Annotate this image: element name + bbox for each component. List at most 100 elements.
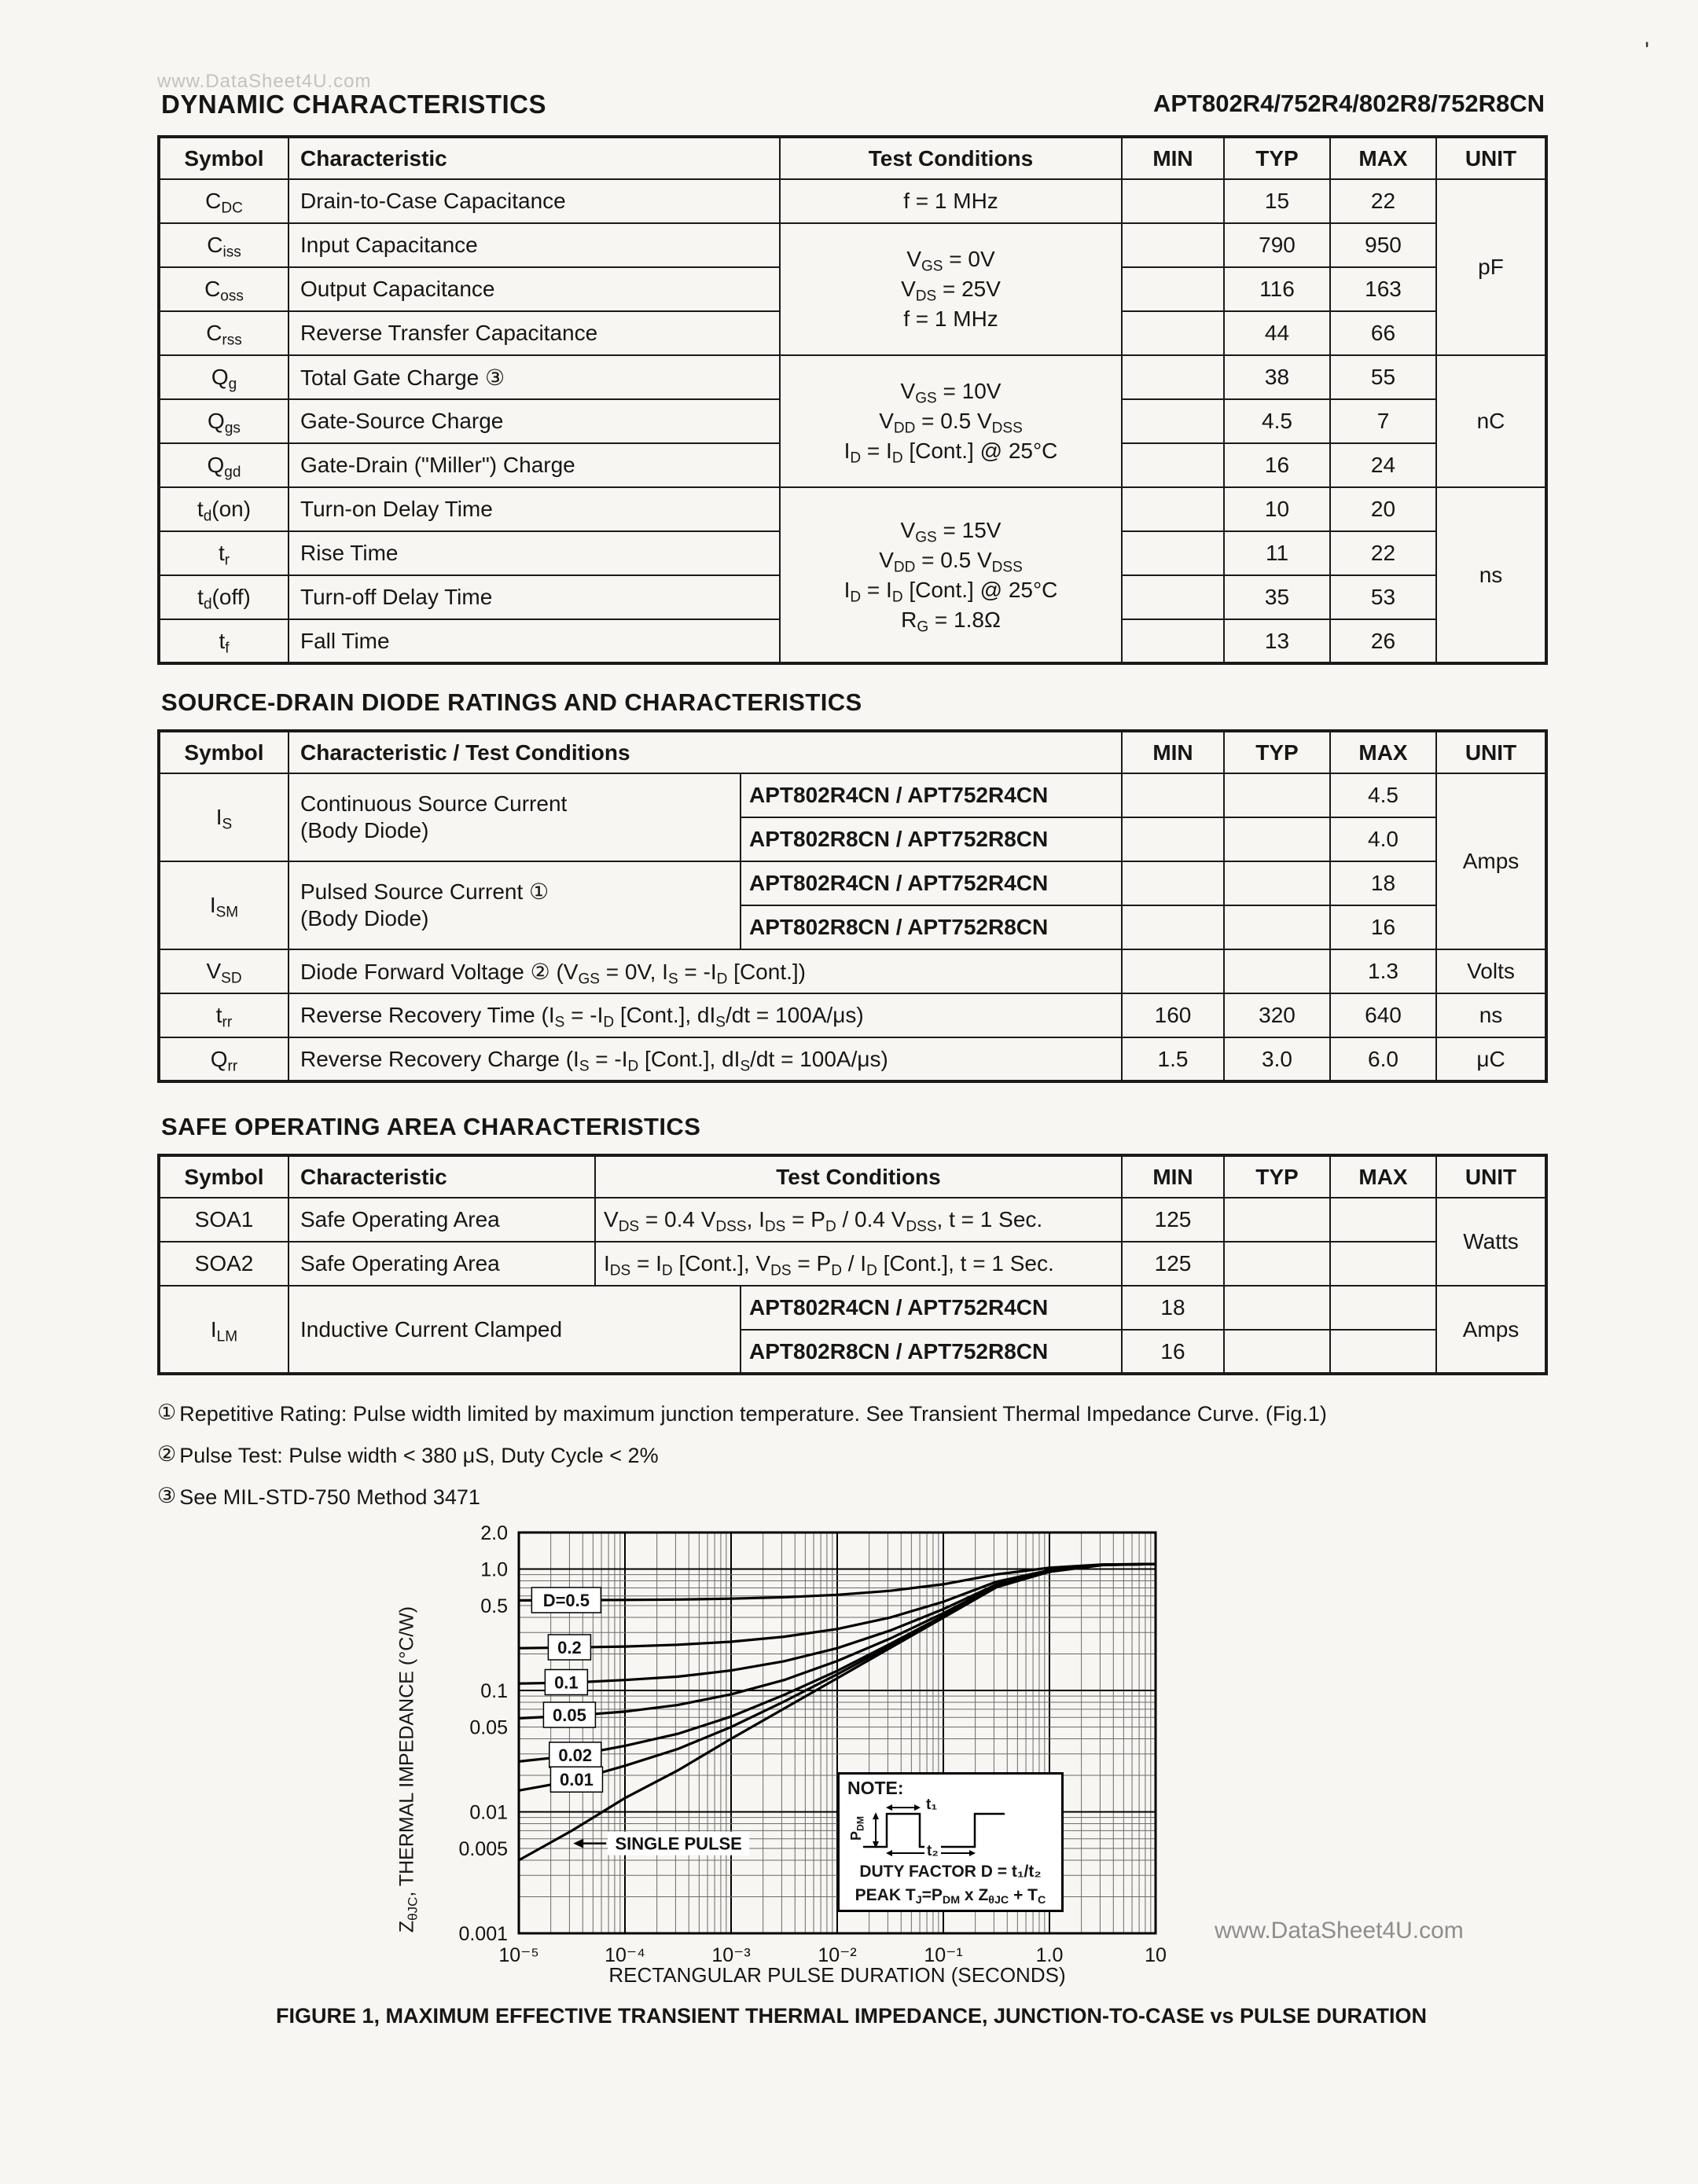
- col-header-max: MAX: [1329, 730, 1437, 774]
- min-cell: [1121, 574, 1225, 620]
- col-header-symbol: Symbol: [158, 1154, 289, 1198]
- curve-label: 0.1: [554, 1672, 579, 1692]
- condition-line: VGS = 15V: [900, 517, 1002, 545]
- unit-cell: Watts: [1435, 1197, 1547, 1287]
- x-tick-label: 1.0: [1036, 1944, 1064, 1966]
- symbol-cell: VSD: [158, 949, 289, 994]
- table-row: VSD Diode Forward Voltage ② (VGS = 0V, I…: [158, 949, 1547, 994]
- characteristic-cell: Reverse Recovery Time (IS = -ID [Cont.],…: [288, 993, 1123, 1038]
- single-pulse-label: SINGLE PULSE: [616, 1834, 742, 1854]
- max-cell: 24: [1329, 442, 1437, 488]
- typ-cell: [1223, 1329, 1331, 1375]
- typ-cell: [1223, 861, 1331, 906]
- pulse-waveform-drawing: [863, 1804, 1005, 1856]
- symbol-cell: td(on): [158, 486, 289, 532]
- footnote: ① Repetitive Rating: Pulse width limited …: [157, 1400, 1327, 1426]
- max-cell: 66: [1329, 310, 1437, 356]
- typ-cell: 4.5: [1223, 398, 1331, 444]
- footnote-text: See MIL-STD-750 Method 3471: [179, 1485, 480, 1509]
- symbol-cell: ISM: [158, 861, 289, 950]
- min-cell: [1121, 817, 1225, 862]
- typ-cell: [1223, 1197, 1331, 1242]
- characteristic-cell: Gate-Drain ("Miller") Charge: [288, 442, 781, 488]
- characteristic-cell: Output Capacitance: [288, 266, 781, 312]
- table-row: Qgs Gate-Source Charge 4.5 7: [158, 398, 1546, 444]
- min-cell: 125: [1121, 1241, 1225, 1287]
- figure-1: 10⁻⁵ 10⁻⁴ 10⁻³ 10⁻² 10⁻¹ 1.0 10 2.0 1.0 0.5 0.1 0.0…: [338, 1505, 1250, 1996]
- min-cell: [1121, 398, 1225, 444]
- max-cell: 4.5: [1329, 773, 1437, 818]
- table-row: APT802R8CN / APT752R8CN 16: [159, 905, 1546, 950]
- table-row: ILM Inductive Current Clamped APT802R4CN…: [158, 1285, 1547, 1375]
- min-cell: 16: [1121, 1329, 1225, 1375]
- typ-cell: 3.0: [1223, 1037, 1331, 1082]
- table-row: Coss Output Capacitance 116 163: [158, 266, 1546, 312]
- y-tick-label: 0.05: [469, 1717, 508, 1739]
- table-row: trr Reverse Recovery Time (IS = -ID [Con…: [158, 993, 1547, 1038]
- curve-labels: D=0.5 0.2 0.1 0.05 0.02 0.01 SINGLE PULSE: [531, 1587, 750, 1855]
- condition-line: VGS = 10V: [900, 379, 1002, 407]
- thermal-impedance-chart: 10⁻⁵ 10⁻⁴ 10⁻³ 10⁻² 10⁻¹ 1.0 10 2.0 1.0 0.5 0.1 0.0…: [458, 1522, 1167, 1966]
- t2-label: t₂: [924, 1843, 941, 1860]
- table-row: CDC Drain-to-Case Capacitance f = 1 MHz …: [158, 178, 1547, 356]
- max-cell: 53: [1329, 574, 1437, 620]
- max-cell: 1.3: [1329, 949, 1437, 994]
- unit-cell: nC: [1435, 354, 1547, 488]
- col-header-unit: UNIT: [1435, 730, 1547, 774]
- conditions-cell: VDS = 0.4 VDSS, IDS = PD / 0.4 VDSS, t =…: [594, 1197, 1123, 1242]
- characteristic-cell: Continuous Source Current (Body Diode): [288, 773, 741, 862]
- typ-cell: [1223, 1241, 1331, 1287]
- col-header-characteristic: Characteristic / Test Conditions: [288, 730, 1123, 774]
- part-cell: APT802R4CN / APT752R4CN: [740, 1285, 1123, 1331]
- table-row: APT802R8CN / APT752R8CN 4.0: [159, 817, 1546, 862]
- characteristic-cell: Reverse Transfer Capacitance: [288, 310, 781, 356]
- unit-cell: Amps: [1435, 1285, 1547, 1375]
- max-cell: 26: [1329, 618, 1437, 664]
- max-cell: 163: [1329, 266, 1437, 312]
- curve-label-box: [549, 1766, 604, 1793]
- max-cell: 20: [1329, 486, 1437, 532]
- characteristic-cell: Pulsed Source Current ① (Body Diode): [288, 861, 741, 950]
- table-row: ISM Pulsed Source Current ① (Body Diode)…: [158, 861, 1546, 950]
- curve-single-pulse: [518, 1562, 1156, 1862]
- t1-label: t₁: [926, 1797, 938, 1813]
- table-row: SOA1 Safe Operating Area VDS = 0.4 VDSS,…: [158, 1197, 1547, 1287]
- characteristic-line: Continuous Source Current: [300, 791, 568, 816]
- x-tick-label: 10: [1145, 1944, 1167, 1966]
- condition-line: VDD = 0.5 VDSS: [879, 409, 1023, 437]
- min-cell: [1121, 861, 1225, 906]
- symbol-cell: td(off): [158, 574, 289, 620]
- symbol-cell: tf: [158, 618, 289, 664]
- typ-cell: 11: [1223, 530, 1331, 576]
- curve-label: 0.01: [560, 1770, 594, 1789]
- typ-cell: 44: [1223, 310, 1331, 356]
- scan-artifact: ': [1645, 38, 1649, 64]
- footnote-marker: ①: [157, 1400, 177, 1424]
- curve-label: D=0.5: [543, 1591, 590, 1610]
- unit-cell: Volts: [1435, 949, 1547, 994]
- x-axis-title: RECTANGULAR PULSE DURATION (SECONDS): [608, 1963, 1066, 1987]
- typ-cell: 320: [1223, 993, 1331, 1038]
- curve-d-0.5: [518, 1562, 1156, 1602]
- footnote-marker: ②: [157, 1442, 177, 1466]
- col-header-conditions: Test Conditions: [779, 136, 1123, 180]
- single-pulse-arrowhead: [573, 1838, 584, 1848]
- characteristic-line: Pulsed Source Current ①: [300, 879, 549, 904]
- min-cell: 18: [1121, 1285, 1225, 1331]
- dynamic-characteristics-table: Symbol Characteristic Test Conditions MI…: [157, 135, 1548, 665]
- symbol-cell: IS: [158, 773, 289, 862]
- footnotes: ① Repetitive Rating: Pulse width limited …: [157, 1400, 1327, 1525]
- characteristic-cell: Safe Operating Area: [288, 1197, 596, 1242]
- col-header-typ: TYP: [1223, 730, 1331, 774]
- table-row: IS Continuous Source Current (Body Diode…: [158, 773, 1547, 950]
- header-row: Symbol Characteristic Test Conditions MI…: [158, 136, 1547, 180]
- unit-cell: ns: [1435, 993, 1547, 1038]
- characteristic-cell: Diode Forward Voltage ② (VGS = 0V, IS = …: [288, 949, 1123, 994]
- page-title: DYNAMIC CHARACTERISTICS: [161, 90, 546, 119]
- condition-line: VDD = 0.5 VDSS: [879, 547, 1023, 575]
- col-header-typ: TYP: [1223, 136, 1331, 180]
- table-row: Crss Reverse Transfer Capacitance 44 66: [158, 310, 1546, 356]
- max-cell: [1329, 1241, 1437, 1287]
- pulse-waveform: PDM t₁ t₂: [848, 1797, 1046, 1861]
- part-cell: APT802R8CN / APT752R8CN: [740, 817, 1123, 862]
